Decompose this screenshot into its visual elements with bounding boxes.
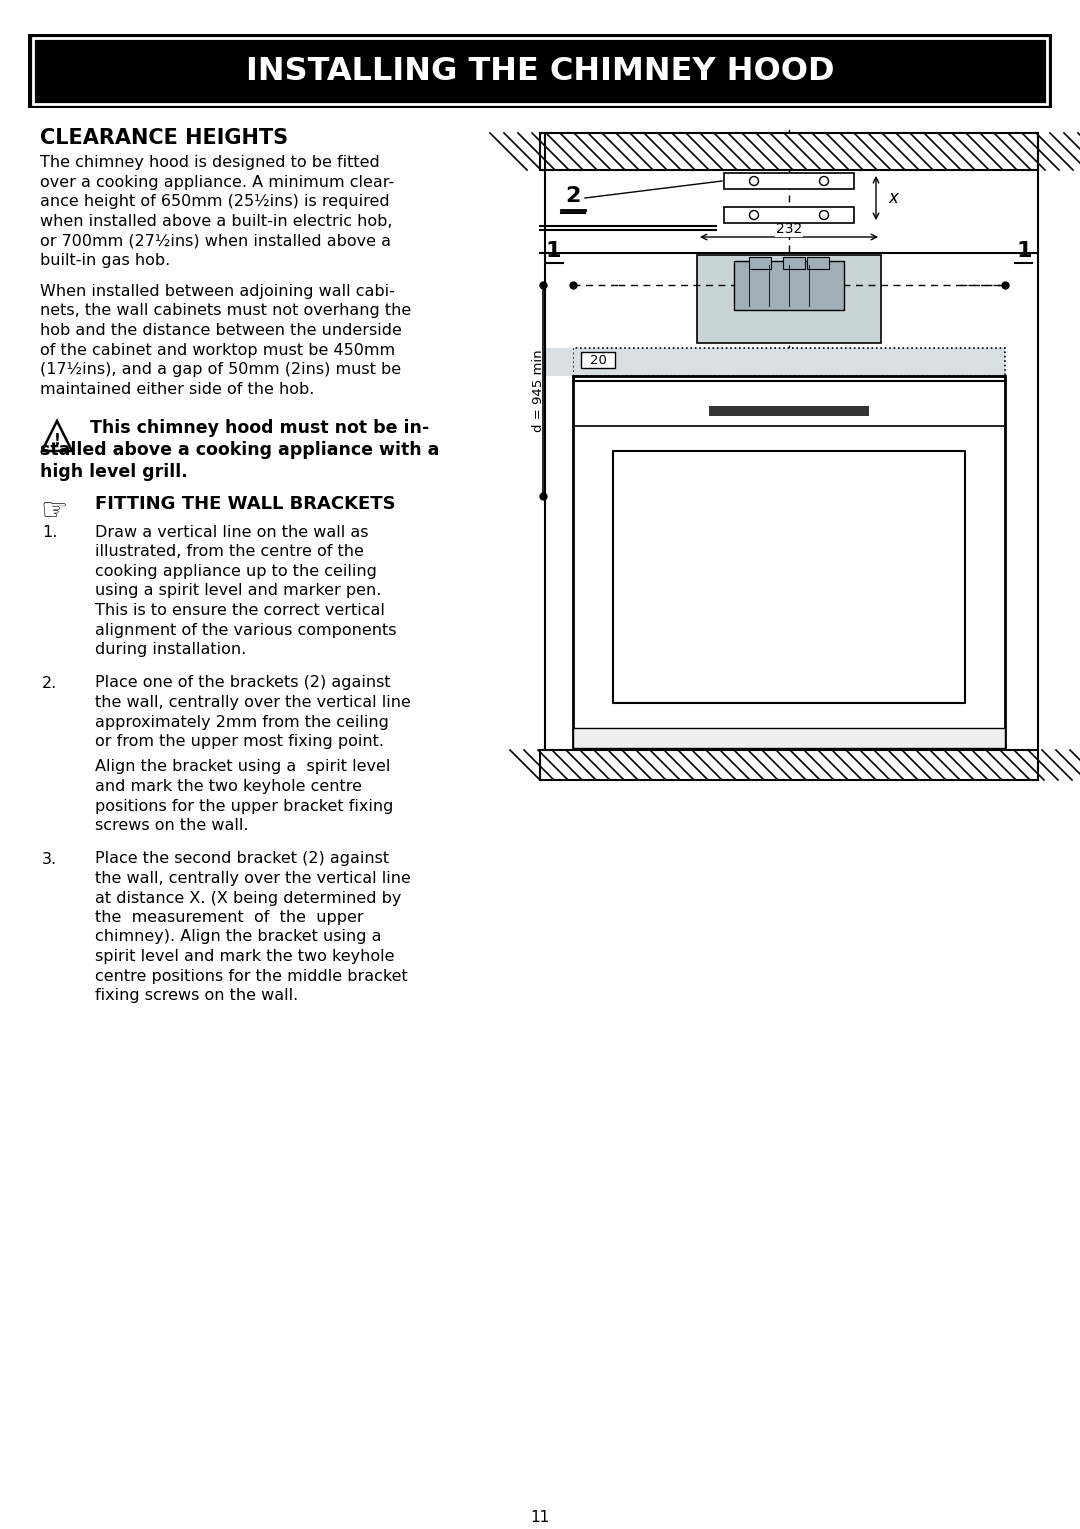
Text: When installed between adjoining wall cabi-: When installed between adjoining wall ca… bbox=[40, 284, 395, 300]
Text: of the cabinet and worktop must be 450mm: of the cabinet and worktop must be 450mm bbox=[40, 342, 395, 358]
Text: positions for the upper bracket fixing: positions for the upper bracket fixing bbox=[95, 798, 393, 813]
Text: spirit level and mark the two keyhole: spirit level and mark the two keyhole bbox=[95, 950, 394, 963]
Text: The chimney hood is designed to be fitted: The chimney hood is designed to be fitte… bbox=[40, 154, 380, 170]
Text: chimney). Align the bracket using a: chimney). Align the bracket using a bbox=[95, 930, 381, 945]
Text: cooking appliance up to the ceiling: cooking appliance up to the ceiling bbox=[95, 564, 377, 579]
Text: using a spirit level and marker pen.: using a spirit level and marker pen. bbox=[95, 584, 381, 598]
Text: screws on the wall.: screws on the wall. bbox=[95, 818, 248, 833]
Text: built-in gas hob.: built-in gas hob. bbox=[40, 252, 171, 268]
Bar bbox=[28, 34, 1052, 109]
Bar bbox=[581, 352, 615, 368]
Text: ☞: ☞ bbox=[40, 497, 67, 526]
Bar bbox=[540, 751, 1038, 780]
Text: x: x bbox=[888, 190, 897, 206]
Text: 1.: 1. bbox=[42, 524, 57, 540]
Bar bbox=[573, 376, 1005, 748]
Text: Align the bracket using a  spirit level: Align the bracket using a spirit level bbox=[95, 760, 390, 775]
Bar bbox=[750, 257, 771, 269]
Bar bbox=[540, 133, 1038, 170]
Text: ance height of 650mm (25½ins) is required: ance height of 650mm (25½ins) is require… bbox=[40, 194, 390, 209]
Text: CLEARANCE HEIGHTS: CLEARANCE HEIGHTS bbox=[40, 128, 288, 148]
Text: stalled above a cooking appliance with a: stalled above a cooking appliance with a bbox=[40, 440, 440, 459]
Bar bbox=[573, 728, 1005, 748]
Bar bbox=[697, 255, 881, 342]
Text: Place one of the brackets (2) against: Place one of the brackets (2) against bbox=[95, 676, 391, 691]
Bar bbox=[783, 257, 805, 269]
Text: fixing screws on the wall.: fixing screws on the wall. bbox=[95, 988, 298, 1003]
Text: and mark the two keyhole centre: and mark the two keyhole centre bbox=[95, 778, 362, 794]
Text: or 700mm (27½ins) when installed above a: or 700mm (27½ins) when installed above a bbox=[40, 232, 391, 248]
Bar bbox=[734, 261, 843, 310]
Text: 20: 20 bbox=[590, 353, 607, 367]
Text: 11: 11 bbox=[530, 1511, 550, 1524]
Text: maintained either side of the hob.: maintained either side of the hob. bbox=[40, 382, 314, 396]
Bar bbox=[545, 349, 573, 376]
Bar bbox=[573, 349, 1005, 376]
Text: illustrated, from the centre of the: illustrated, from the centre of the bbox=[95, 544, 364, 560]
Bar bbox=[807, 257, 829, 269]
Text: Draw a vertical line on the wall as: Draw a vertical line on the wall as bbox=[95, 524, 368, 540]
Text: over a cooking appliance. A minimum clear-: over a cooking appliance. A minimum clea… bbox=[40, 174, 394, 190]
Text: or from the upper most fixing point.: or from the upper most fixing point. bbox=[95, 734, 384, 749]
Text: !: ! bbox=[54, 433, 60, 448]
Text: 3.: 3. bbox=[42, 852, 57, 867]
Bar bbox=[33, 38, 1047, 104]
Bar bbox=[540, 751, 1038, 780]
Text: 250: 250 bbox=[971, 350, 999, 365]
Text: high level grill.: high level grill. bbox=[40, 463, 188, 482]
Text: during installation.: during installation. bbox=[95, 642, 246, 657]
Text: INSTALLING THE CHIMNEY HOOD: INSTALLING THE CHIMNEY HOOD bbox=[246, 55, 834, 87]
Text: d = 945 min: d = 945 min bbox=[532, 349, 545, 431]
Text: approximately 2mm from the ceiling: approximately 2mm from the ceiling bbox=[95, 714, 389, 729]
Text: 1: 1 bbox=[1016, 242, 1032, 261]
Text: alignment of the various components: alignment of the various components bbox=[95, 622, 396, 638]
Text: (17½ins), and a gap of 50mm (2ins) must be: (17½ins), and a gap of 50mm (2ins) must … bbox=[40, 362, 401, 378]
Bar bbox=[613, 451, 966, 703]
Text: hob and the distance between the underside: hob and the distance between the undersi… bbox=[40, 323, 402, 338]
Bar bbox=[708, 407, 869, 416]
Text: the wall, centrally over the vertical line: the wall, centrally over the vertical li… bbox=[95, 872, 410, 885]
Text: FITTING THE WALL BRACKETS: FITTING THE WALL BRACKETS bbox=[95, 495, 395, 514]
Bar bbox=[540, 133, 1038, 170]
Text: 2: 2 bbox=[565, 187, 581, 206]
Text: This chimney hood must not be in-: This chimney hood must not be in- bbox=[90, 419, 429, 437]
Text: when installed above a built-in electric hob,: when installed above a built-in electric… bbox=[40, 214, 392, 228]
Bar bbox=[724, 206, 854, 223]
Text: 232: 232 bbox=[775, 222, 802, 235]
Text: 1: 1 bbox=[546, 242, 562, 261]
Text: centre positions for the middle bracket: centre positions for the middle bracket bbox=[95, 968, 408, 983]
Text: 2.: 2. bbox=[42, 676, 57, 691]
Text: nets, the wall cabinets must not overhang the: nets, the wall cabinets must not overhan… bbox=[40, 303, 411, 318]
Text: the  measurement  of  the  upper: the measurement of the upper bbox=[95, 910, 364, 925]
Text: Place the second bracket (2) against: Place the second bracket (2) against bbox=[95, 852, 389, 867]
Text: the wall, centrally over the vertical line: the wall, centrally over the vertical li… bbox=[95, 696, 410, 709]
Bar bbox=[724, 173, 854, 190]
Text: at distance X. (X being determined by: at distance X. (X being determined by bbox=[95, 890, 402, 905]
Text: This is to ensure the correct vertical: This is to ensure the correct vertical bbox=[95, 602, 384, 618]
